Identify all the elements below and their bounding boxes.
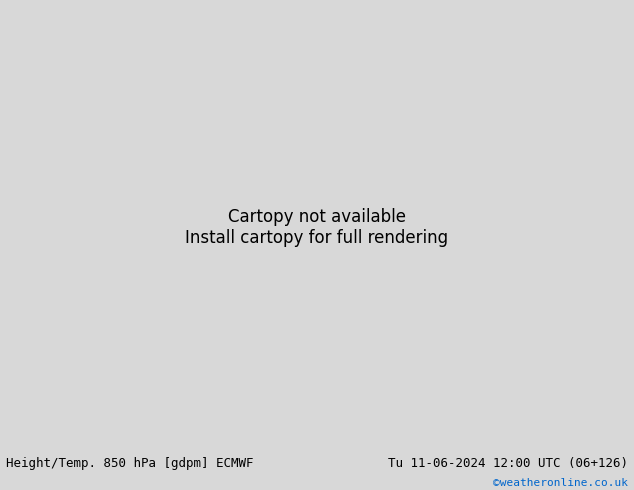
Text: Height/Temp. 850 hPa [gdpm] ECMWF: Height/Temp. 850 hPa [gdpm] ECMWF <box>6 457 254 470</box>
Text: ©weatheronline.co.uk: ©weatheronline.co.uk <box>493 478 628 488</box>
Text: Tu 11-06-2024 12:00 UTC (06+126): Tu 11-06-2024 12:00 UTC (06+126) <box>387 457 628 470</box>
Text: Cartopy not available
Install cartopy for full rendering: Cartopy not available Install cartopy fo… <box>185 208 449 247</box>
